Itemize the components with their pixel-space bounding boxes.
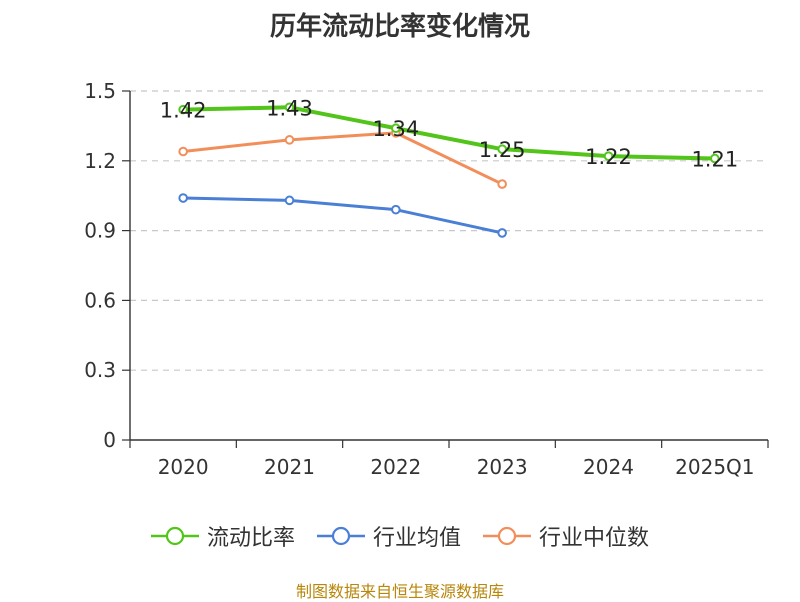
- data-label: 1.21: [691, 147, 738, 171]
- data-point: [284, 135, 295, 145]
- legend-item[interactable]: 行业均值: [316, 520, 461, 552]
- x-tick-label: 2022: [370, 455, 421, 479]
- data-point: [603, 151, 614, 161]
- x-tick-label: 2024: [583, 455, 634, 479]
- series-line: [181, 196, 504, 235]
- legend-label: 行业中位数: [539, 526, 650, 551]
- grid-lines: [130, 90, 768, 371]
- series-lines: [178, 102, 720, 238]
- y-tick-label: 1.5: [84, 79, 116, 103]
- x-tick-label: 2025Q1: [675, 455, 754, 479]
- data-point: [497, 144, 507, 154]
- data-point: [497, 228, 507, 238]
- axes: 0 0.3 0.6 0.9 1.2 1.5 2020 2021 2022 2023 2024 2025…: [84, 79, 769, 479]
- x-tick-label: 2020: [158, 455, 209, 479]
- y-tick-label: 0.3: [84, 358, 116, 382]
- data-label: 1.34: [372, 117, 419, 141]
- data-point: [178, 193, 188, 203]
- data-label: 1.42: [160, 99, 207, 123]
- x-tick-label: 2023: [477, 455, 528, 479]
- source-note: 制图数据来自恒生聚源数据库: [295, 582, 504, 601]
- x-tick-label: 2021: [264, 455, 315, 479]
- y-tick-label: 0.9: [84, 219, 116, 243]
- data-point: [391, 204, 401, 215]
- data-point: [178, 104, 188, 115]
- data-label: 1.22: [585, 145, 632, 169]
- data-labels: 1.42 1.43 1.34 1.25 1.22 1.21: [160, 96, 738, 171]
- data-point: [284, 102, 295, 113]
- data-point: [710, 153, 720, 164]
- chart-title: 历年流动比率变化情况: [269, 12, 530, 42]
- y-tick-label: 0.6: [84, 288, 116, 312]
- y-tick-label: 1.2: [84, 149, 116, 173]
- legend-swatch-icon: [316, 526, 365, 546]
- legend-label: 行业均值: [372, 526, 461, 551]
- data-label: 1.43: [266, 96, 313, 120]
- data-label: 1.25: [479, 138, 526, 162]
- series-line: [181, 131, 504, 186]
- legend: 流动比率 行业均值 行业中位数: [0, 520, 800, 552]
- series-line: [181, 105, 717, 161]
- legend-item[interactable]: 行业中位数: [483, 520, 649, 552]
- data-point: [497, 179, 507, 189]
- data-point: [284, 195, 295, 206]
- legend-label: 流动比率: [206, 526, 295, 551]
- y-tick-label: 0: [103, 428, 116, 452]
- data-point: [391, 123, 401, 134]
- legend-swatch-icon: [483, 526, 531, 546]
- legend-swatch-icon: [150, 526, 199, 546]
- data-point: [178, 146, 188, 157]
- legend-item[interactable]: 流动比率: [150, 520, 295, 552]
